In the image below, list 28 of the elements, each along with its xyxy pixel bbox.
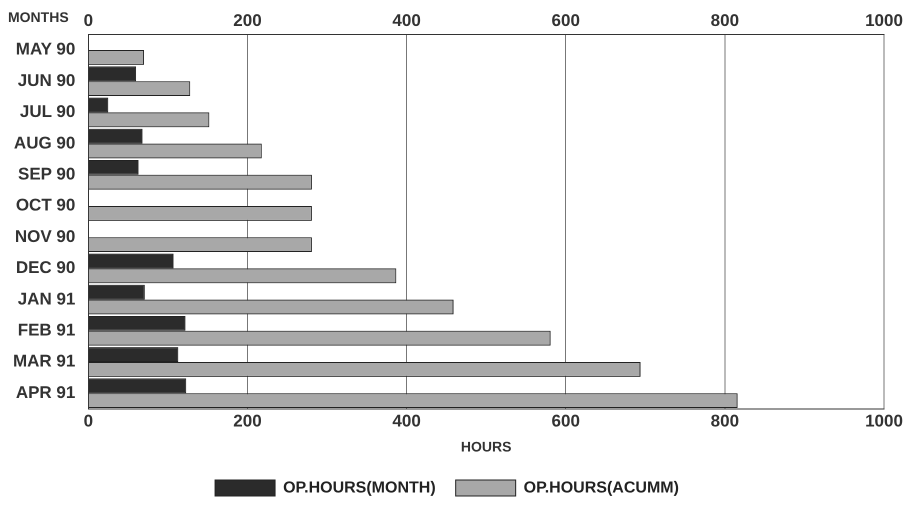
x-tick-label: 0 bbox=[84, 10, 94, 30]
x2-tick-label: 200 bbox=[233, 412, 262, 431]
x2-tick-label: 800 bbox=[710, 412, 740, 431]
x-tick-label: 600 bbox=[552, 10, 580, 30]
x2-tick-label: 0 bbox=[84, 412, 94, 431]
legend-label: OP.HOURS(MONTH) bbox=[283, 479, 436, 496]
x-tick-label: 200 bbox=[233, 10, 262, 30]
legend-label: OP.HOURS(ACUMM) bbox=[524, 479, 679, 496]
y-tick-label: FEB 91 bbox=[18, 320, 76, 340]
y-tick-label: MAY 90 bbox=[16, 40, 76, 59]
x2-tick-label: 400 bbox=[392, 412, 421, 431]
y-tick-label: AUG 90 bbox=[14, 133, 76, 152]
x-axis-title: HOURS bbox=[460, 438, 512, 454]
x-tick-label: 800 bbox=[710, 10, 740, 30]
y-tick-label: JAN 91 bbox=[18, 289, 76, 308]
y-tick-label: APR 91 bbox=[16, 382, 76, 402]
y-axis-title: MONTHS bbox=[8, 8, 69, 25]
y-tick-label: OCT 90 bbox=[16, 196, 76, 215]
y-tick-label: JUN 90 bbox=[18, 70, 76, 90]
x2-tick-label: 1000 bbox=[865, 412, 903, 431]
y-tick-label: NOV 90 bbox=[14, 226, 76, 246]
x2-tick-label: 600 bbox=[552, 412, 580, 431]
y-tick-label: SEP 90 bbox=[18, 164, 76, 184]
y-tick-label: DEC 90 bbox=[16, 258, 76, 278]
y-tick-label: MAR 91 bbox=[12, 352, 76, 371]
x-tick-label: 1000 bbox=[865, 10, 903, 30]
y-tick-label: JUL 90 bbox=[20, 102, 76, 122]
x-tick-label: 400 bbox=[392, 10, 421, 30]
